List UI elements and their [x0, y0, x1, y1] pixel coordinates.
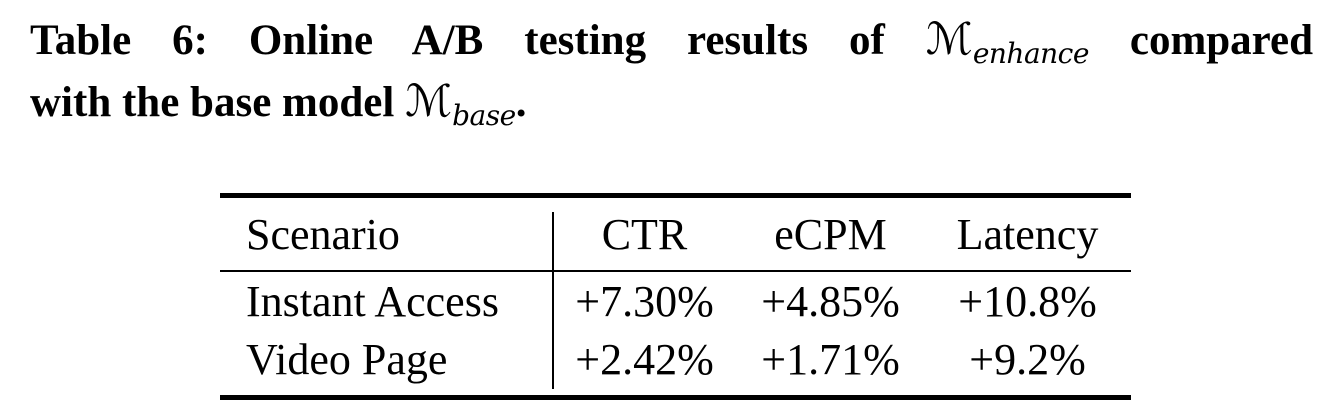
- table-bottom-rule: [220, 395, 1131, 400]
- table-row-instant-access: Instant Access +7.30% +4.85% +10.8%: [220, 272, 1131, 330]
- caption-line-1: Table 6: Online A/B testing results of ℳ…: [30, 9, 1313, 71]
- caption-line-2: with the base model ℳbase.: [30, 71, 1313, 133]
- caption-line2-prefix: with the base model: [30, 79, 406, 126]
- cell-ecpm: +1.71%: [761, 334, 900, 384]
- model-enhance-symbol: ℳ: [925, 14, 973, 65]
- table-bottom-spacer: [220, 388, 1131, 395]
- model-base-subscript: base: [452, 99, 516, 132]
- header-cell-scenario: Scenario: [246, 209, 400, 259]
- column-separator-line: [552, 212, 554, 389]
- header-separator-rule: [220, 270, 1131, 272]
- cell-latency: +10.8%: [958, 276, 1097, 326]
- cell-scenario: Instant Access: [246, 276, 499, 326]
- header-cell-latency: Latency: [956, 209, 1099, 259]
- results-table: Scenario CTR eCPM Latency Instant Access…: [220, 193, 1131, 400]
- model-enhance-subscript: enhance: [972, 37, 1090, 70]
- header-cell-ecpm: eCPM: [774, 209, 887, 259]
- caption-text-suffix: compared: [1088, 17, 1313, 64]
- header-cell-ctr: CTR: [601, 209, 688, 259]
- table-caption: Table 6: Online A/B testing results of ℳ…: [30, 9, 1313, 133]
- table-top-rule: [220, 193, 1131, 198]
- cell-ctr: +7.30%: [575, 276, 714, 326]
- cell-latency: +9.2%: [969, 334, 1086, 384]
- caption-text-prefix: Table 6: Online A/B testing results of: [30, 17, 926, 64]
- cell-ecpm: +4.85%: [761, 276, 900, 326]
- table-header-row: Scenario CTR eCPM Latency: [220, 198, 1131, 270]
- caption-line2-period: .: [515, 79, 527, 126]
- cell-ctr: +2.42%: [575, 334, 714, 384]
- model-base-symbol: ℳ: [405, 76, 453, 127]
- cell-scenario: Video Page: [246, 334, 448, 384]
- table-row-video-page: Video Page +2.42% +1.71% +9.2%: [220, 330, 1131, 388]
